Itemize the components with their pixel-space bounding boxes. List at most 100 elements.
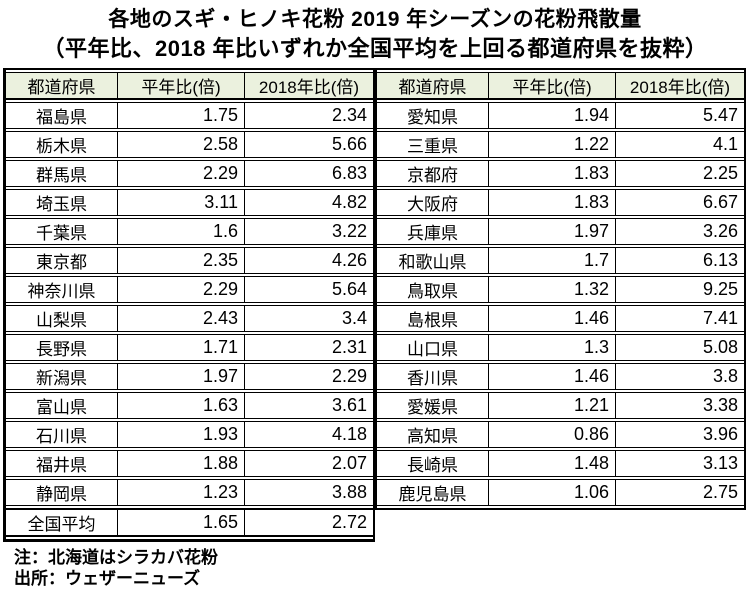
prefecture-cell: 東京都: [6, 247, 118, 274]
table-row: 愛媛県 1.21 3.38: [377, 392, 744, 419]
left-table-header: 都道府県 平年比(倍) 2018年比(倍): [6, 72, 373, 100]
vs-normal-year-cell: 1.46: [489, 363, 616, 390]
table-row: 神奈川県 2.29 5.64: [6, 276, 373, 303]
vs-2018-cell: 5.08: [616, 334, 744, 361]
prefecture-cell: 埼玉県: [6, 189, 118, 216]
vs-normal-year-cell: 2.35: [118, 247, 245, 274]
vs-normal-year-cell: 1.7: [489, 247, 616, 274]
prefecture-cell: 香川県: [377, 363, 489, 390]
vs-2018-cell: 4.82: [245, 189, 373, 216]
vs-normal-year-cell: 1.97: [489, 218, 616, 245]
vs-2018-cell: 6.67: [616, 189, 744, 216]
figure-title: 各地のスギ・ヒノキ花粉 2019 年シーズンの花粉飛散量: [108, 8, 642, 31]
table-row: 鹿児島県 1.06 2.75: [377, 479, 744, 506]
footnotes: 注：北海道はシラカバ花粉 出所：ウェザーニューズ: [14, 547, 750, 589]
table-row: 福井県 1.88 2.07: [6, 450, 373, 477]
prefecture-cell: 富山県: [6, 392, 118, 419]
table-row: 島根県 1.46 7.41: [377, 305, 744, 332]
column-header-vs-2018: 2018年比(倍): [616, 72, 744, 100]
right-table-wrapper: 都道府県 平年比(倍) 2018年比(倍) 愛知県 1.94 5.47 三重県 1.22…: [375, 68, 746, 510]
vs-normal-year-cell: 2.43: [118, 305, 245, 332]
vs-2018-cell: 2.31: [245, 334, 373, 361]
header-row: 都道府県 平年比(倍) 2018年比(倍): [6, 72, 373, 100]
vs-2018-cell: 3.22: [245, 218, 373, 245]
vs-normal-year-cell: 3.11: [118, 189, 245, 216]
prefecture-cell: 千葉県: [6, 218, 118, 245]
vs-2018-cell: 3.96: [616, 421, 744, 448]
table-row: 山口県 1.3 5.08: [377, 334, 744, 361]
tables-container: 都道府県 平年比(倍) 2018年比(倍) 福島県 1.75 2.34 栃木県 2.58…: [0, 64, 750, 542]
prefecture-cell: 全国平均: [6, 508, 118, 537]
prefecture-cell: 栃木県: [6, 131, 118, 158]
table-row: 和歌山県 1.7 6.13: [377, 247, 744, 274]
vs-normal-year-cell: 1.22: [489, 131, 616, 158]
vs-2018-cell: 4.26: [245, 247, 373, 274]
table-row: 愛知県 1.94 5.47: [377, 102, 744, 129]
prefecture-cell: 鳥取県: [377, 276, 489, 303]
vs-normal-year-cell: 1.93: [118, 421, 245, 448]
table-row: 栃木県 2.58 5.66: [6, 131, 373, 158]
vs-2018-cell: 3.88: [245, 479, 373, 506]
prefecture-cell: 福島県: [6, 102, 118, 129]
vs-2018-cell: 5.47: [616, 102, 744, 129]
prefecture-cell: 長野県: [6, 334, 118, 361]
vs-normal-year-cell: 0.86: [489, 421, 616, 448]
vs-2018-cell: 5.66: [245, 131, 373, 158]
prefecture-cell: 三重県: [377, 131, 489, 158]
national-average-row: 全国平均 1.65 2.72: [6, 508, 373, 537]
vs-normal-year-cell: 1.21: [489, 392, 616, 419]
vs-normal-year-cell: 1.88: [118, 450, 245, 477]
vs-2018-cell: 2.29: [245, 363, 373, 390]
vs-2018-cell: 3.8: [616, 363, 744, 390]
vs-normal-year-cell: 2.58: [118, 131, 245, 158]
table-row: 長野県 1.71 2.31: [6, 334, 373, 361]
table-row: 富山県 1.63 3.61: [6, 392, 373, 419]
vs-2018-cell: 3.13: [616, 450, 744, 477]
vs-normal-year-cell: 1.46: [489, 305, 616, 332]
table-row: 静岡県 1.23 3.88: [6, 479, 373, 506]
prefecture-cell: 和歌山県: [377, 247, 489, 274]
prefecture-cell: 群馬県: [6, 160, 118, 187]
table-row: 新潟県 1.97 2.29: [6, 363, 373, 390]
vs-normal-year-cell: 2.29: [118, 276, 245, 303]
table-row: 兵庫県 1.97 3.26: [377, 218, 744, 245]
column-header-vs-2018: 2018年比(倍): [245, 72, 373, 100]
prefecture-cell: 福井県: [6, 450, 118, 477]
vs-normal-year-cell: 1.32: [489, 276, 616, 303]
vs-2018-cell: 2.72: [245, 508, 373, 537]
vs-normal-year-cell: 1.06: [489, 479, 616, 506]
vs-2018-cell: 3.4: [245, 305, 373, 332]
table-row: 千葉県 1.6 3.22: [6, 218, 373, 245]
prefecture-cell: 大阪府: [377, 189, 489, 216]
left-table-wrapper: 都道府県 平年比(倍) 2018年比(倍) 福島県 1.75 2.34 栃木県 2.58…: [3, 68, 375, 542]
vs-2018-cell: 5.64: [245, 276, 373, 303]
table-row: 埼玉県 3.11 4.82: [6, 189, 373, 216]
vs-2018-cell: 4.18: [245, 421, 373, 448]
vs-normal-year-cell: 1.83: [489, 160, 616, 187]
vs-normal-year-cell: 1.65: [118, 508, 245, 537]
table-row: 東京都 2.35 4.26: [6, 247, 373, 274]
vs-2018-cell: 2.34: [245, 102, 373, 129]
vs-normal-year-cell: 1.3: [489, 334, 616, 361]
prefecture-cell: 鹿児島県: [377, 479, 489, 506]
column-header-prefecture: 都道府県: [377, 72, 489, 100]
vs-normal-year-cell: 1.97: [118, 363, 245, 390]
column-header-vs-normal-year: 平年比(倍): [118, 72, 245, 100]
right-table-body: 愛知県 1.94 5.47 三重県 1.22 4.1 京都府 1.83 2.25 大阪府 1.83 6…: [377, 102, 744, 506]
prefecture-cell: 愛知県: [377, 102, 489, 129]
vs-normal-year-cell: 1.94: [489, 102, 616, 129]
vs-normal-year-cell: 1.71: [118, 334, 245, 361]
vs-normal-year-cell: 1.48: [489, 450, 616, 477]
prefecture-cell: 島根県: [377, 305, 489, 332]
vs-normal-year-cell: 2.29: [118, 160, 245, 187]
prefecture-cell: 山口県: [377, 334, 489, 361]
prefecture-cell: 山梨県: [6, 305, 118, 332]
vs-2018-cell: 2.07: [245, 450, 373, 477]
prefecture-cell: 高知県: [377, 421, 489, 448]
vs-2018-cell: 6.83: [245, 160, 373, 187]
prefecture-cell: 兵庫県: [377, 218, 489, 245]
vs-2018-cell: 3.26: [616, 218, 744, 245]
vs-2018-cell: 7.41: [616, 305, 744, 332]
pollen-table-left: 都道府県 平年比(倍) 2018年比(倍) 福島県 1.75 2.34 栃木県 2.58…: [6, 70, 373, 539]
